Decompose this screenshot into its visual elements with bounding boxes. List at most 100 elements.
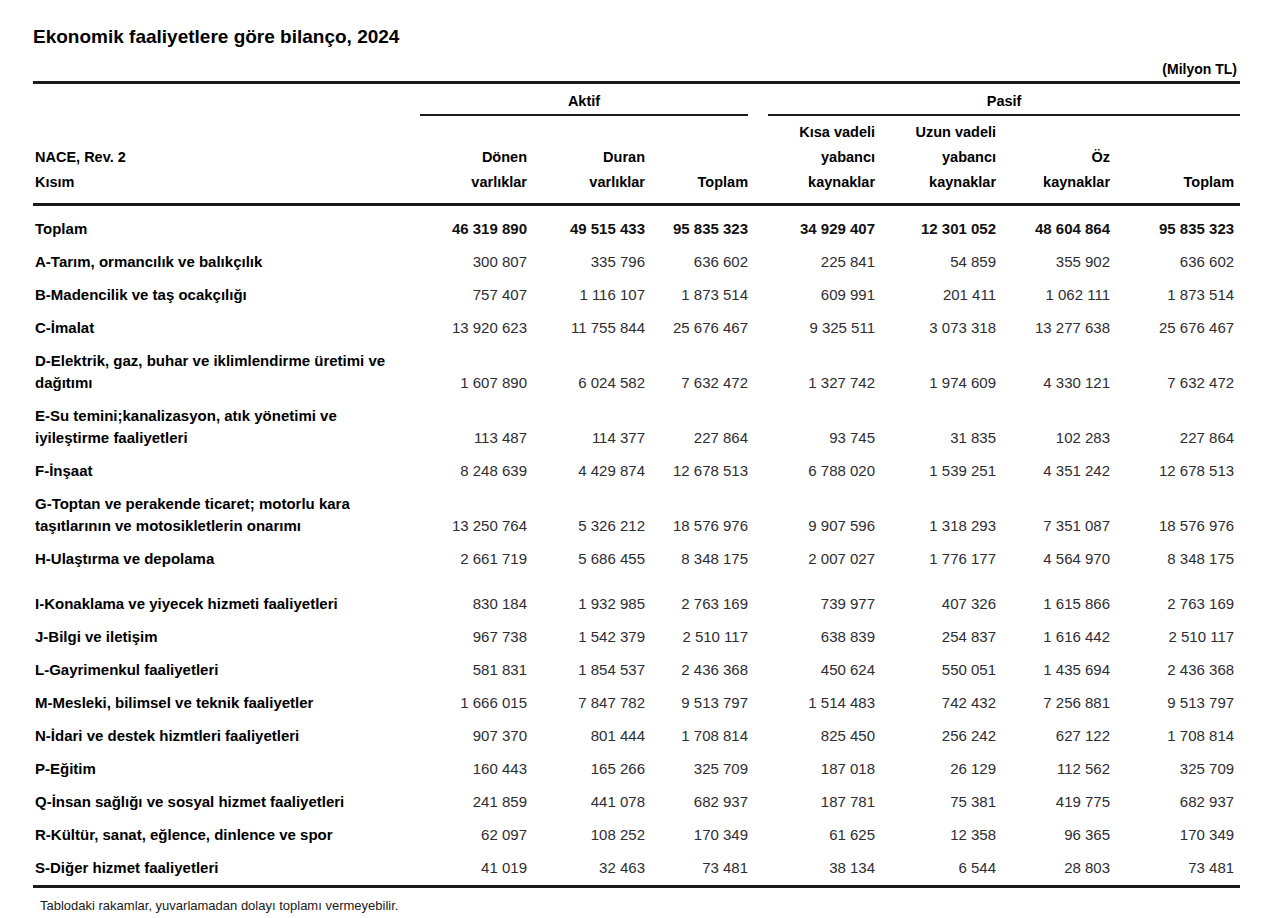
- cell-pasif-toplam: 2 763 169: [1110, 576, 1240, 621]
- cell-kisa-vadeli: 825 450: [748, 720, 875, 753]
- row-label: S-Diğer hizmet faaliyetleri: [33, 852, 420, 887]
- cell-pasif-toplam: 95 835 323: [1110, 205, 1240, 247]
- cell-aktif-toplam: 1 873 514: [645, 279, 748, 312]
- cell-aktif-toplam: 682 937: [645, 786, 748, 819]
- cell-kisa-vadeli: 739 977: [748, 576, 875, 621]
- cell-duran-varliklar: 7 847 782: [527, 687, 645, 720]
- group-header-pasif: Pasif: [768, 92, 1240, 116]
- cell-kisa-vadeli: 638 839: [748, 621, 875, 654]
- table-row: E-Su temini;kanalizasyon, atık yönetimi …: [33, 400, 1240, 455]
- column-header-uzun-vadeli: Uzun vadeli yabancı kaynaklar: [875, 116, 996, 205]
- row-label: G-Toptan ve perakende ticaret; motorlu k…: [33, 488, 420, 543]
- cell-uzun-vadeli: 1 539 251: [875, 455, 996, 488]
- cell-donen-varliklar: 46 319 890: [420, 205, 527, 247]
- cell-pasif-toplam: 1 708 814: [1110, 720, 1240, 753]
- cell-pasif-toplam: 25 676 467: [1110, 312, 1240, 345]
- cell-oz-kaynaklar: 355 902: [996, 246, 1110, 279]
- cell-kisa-vadeli: 450 624: [748, 654, 875, 687]
- column-header-pasif-toplam: Toplam: [1110, 116, 1240, 205]
- cell-duran-varliklar: 11 755 844: [527, 312, 645, 345]
- cell-kisa-vadeli: 61 625: [748, 819, 875, 852]
- footnote: Tablodaki rakamlar, yuvarlamadan dolayı …: [33, 888, 1240, 914]
- cell-oz-kaynaklar: 96 365: [996, 819, 1110, 852]
- unit-label: (Milyon TL): [33, 61, 1240, 78]
- cell-donen-varliklar: 581 831: [420, 654, 527, 687]
- cell-uzun-vadeli: 75 381: [875, 786, 996, 819]
- cell-oz-kaynaklar: 28 803: [996, 852, 1110, 887]
- cell-pasif-toplam: 8 348 175: [1110, 543, 1240, 576]
- cell-uzun-vadeli: 54 859: [875, 246, 996, 279]
- cell-duran-varliklar: 1 854 537: [527, 654, 645, 687]
- group-header-aktif: Aktif: [420, 92, 748, 116]
- row-label: H-Ulaştırma ve depolama: [33, 543, 420, 576]
- table-row: G-Toptan ve perakende ticaret; motorlu k…: [33, 488, 1240, 543]
- cell-oz-kaynaklar: 4 351 242: [996, 455, 1110, 488]
- cell-oz-kaynaklar: 4 330 121: [996, 345, 1110, 400]
- cell-oz-kaynaklar: 1 062 111: [996, 279, 1110, 312]
- column-header-aktif-toplam: Toplam: [645, 116, 748, 205]
- row-label: L-Gayrimenkul faaliyetleri: [33, 654, 420, 687]
- cell-duran-varliklar: 1 542 379: [527, 621, 645, 654]
- row-label: N-İdari ve destek hizmtleri faaliyetleri: [33, 720, 420, 753]
- row-label: Q-İnsan sağlığı ve sosyal hizmet faaliye…: [33, 786, 420, 819]
- cell-uzun-vadeli: 31 835: [875, 400, 996, 455]
- cell-aktif-toplam: 18 576 976: [645, 488, 748, 543]
- cell-uzun-vadeli: 407 326: [875, 576, 996, 621]
- cell-pasif-toplam: 9 513 797: [1110, 687, 1240, 720]
- cell-oz-kaynaklar: 1 616 442: [996, 621, 1110, 654]
- cell-duran-varliklar: 32 463: [527, 852, 645, 887]
- cell-donen-varliklar: 907 370: [420, 720, 527, 753]
- cell-aktif-toplam: 2 763 169: [645, 576, 748, 621]
- table-row: P-Eğitim 160 443 165 266 325 709 187 018…: [33, 753, 1240, 786]
- row-label: J-Bilgi ve iletişim: [33, 621, 420, 654]
- group-header-pasif-cell: Pasif: [748, 83, 1240, 117]
- table-row: L-Gayrimenkul faaliyetleri 581 831 1 854…: [33, 654, 1240, 687]
- cell-kisa-vadeli: 9 325 511: [748, 312, 875, 345]
- cell-aktif-toplam: 2 436 368: [645, 654, 748, 687]
- cell-aktif-toplam: 95 835 323: [645, 205, 748, 247]
- cell-pasif-toplam: 682 937: [1110, 786, 1240, 819]
- cell-uzun-vadeli: 12 358: [875, 819, 996, 852]
- table-row: B-Madencilik ve taş ocakçılığı 757 407 1…: [33, 279, 1240, 312]
- row-label: I-Konaklama ve yiyecek hizmeti faaliyetl…: [33, 576, 420, 621]
- cell-donen-varliklar: 2 661 719: [420, 543, 527, 576]
- column-header-oz-kaynaklar: Öz kaynaklar: [996, 116, 1110, 205]
- row-label: D-Elektrik, gaz, buhar ve iklimlendirme …: [33, 345, 420, 400]
- cell-oz-kaynaklar: 7 351 087: [996, 488, 1110, 543]
- group-header-row: Aktif Pasif: [33, 83, 1240, 117]
- cell-pasif-toplam: 636 602: [1110, 246, 1240, 279]
- table-row: D-Elektrik, gaz, buhar ve iklimlendirme …: [33, 345, 1240, 400]
- row-label: P-Eğitim: [33, 753, 420, 786]
- cell-duran-varliklar: 49 515 433: [527, 205, 645, 247]
- row-label: E-Su temini;kanalizasyon, atık yönetimi …: [33, 400, 420, 455]
- cell-aktif-toplam: 227 864: [645, 400, 748, 455]
- row-label: R-Kültür, sanat, eğlence, dinlence ve sp…: [33, 819, 420, 852]
- cell-duran-varliklar: 441 078: [527, 786, 645, 819]
- cell-aktif-toplam: 73 481: [645, 852, 748, 887]
- cell-donen-varliklar: 300 807: [420, 246, 527, 279]
- cell-oz-kaynaklar: 112 562: [996, 753, 1110, 786]
- table-body: A-Tarım, ormancılık ve balıkçılık 300 80…: [33, 246, 1240, 887]
- cell-duran-varliklar: 1 932 985: [527, 576, 645, 621]
- table-row: A-Tarım, ormancılık ve balıkçılık 300 80…: [33, 246, 1240, 279]
- table-row: R-Kültür, sanat, eğlence, dinlence ve sp…: [33, 819, 1240, 852]
- cell-aktif-toplam: 170 349: [645, 819, 748, 852]
- cell-uzun-vadeli: 6 544: [875, 852, 996, 887]
- table-row: J-Bilgi ve iletişim 967 738 1 542 379 2 …: [33, 621, 1240, 654]
- cell-kisa-vadeli: 38 134: [748, 852, 875, 887]
- cell-donen-varliklar: 8 248 639: [420, 455, 527, 488]
- cell-aktif-toplam: 8 348 175: [645, 543, 748, 576]
- cell-kisa-vadeli: 9 907 596: [748, 488, 875, 543]
- cell-aktif-toplam: 1 708 814: [645, 720, 748, 753]
- cell-pasif-toplam: 1 873 514: [1110, 279, 1240, 312]
- group-header-aktif-cell: Aktif: [420, 83, 748, 117]
- cell-uzun-vadeli: 742 432: [875, 687, 996, 720]
- cell-uzun-vadeli: 1 974 609: [875, 345, 996, 400]
- cell-duran-varliklar: 4 429 874: [527, 455, 645, 488]
- group-header-spacer: [33, 83, 420, 117]
- cell-aktif-toplam: 2 510 117: [645, 621, 748, 654]
- cell-uzun-vadeli: 1 318 293: [875, 488, 996, 543]
- cell-donen-varliklar: 1 607 890: [420, 345, 527, 400]
- report-page: Ekonomik faaliyetlere göre bilanço, 2024…: [33, 26, 1240, 914]
- cell-oz-kaynaklar: 627 122: [996, 720, 1110, 753]
